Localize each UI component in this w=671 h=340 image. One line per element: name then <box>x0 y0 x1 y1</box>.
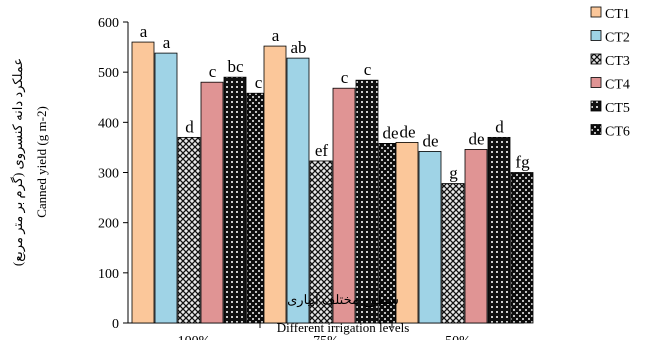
data-label: d <box>185 117 194 136</box>
data-label: d <box>495 117 504 136</box>
data-label: c <box>341 68 349 87</box>
legend-label-ct3: CT3 <box>605 54 630 69</box>
data-label: g <box>449 164 458 183</box>
legend-swatch-ct6 <box>590 124 602 135</box>
legend-swatch-ct4 <box>590 77 602 88</box>
bar-ct3-3 <box>441 183 465 324</box>
bar-ct2-2 <box>286 57 310 324</box>
data-label: fg <box>515 153 530 172</box>
bar-ct5-1 <box>223 76 247 324</box>
y-tick-label: 100 <box>98 267 119 282</box>
legend-label-ct6: CT6 <box>605 125 630 140</box>
legend-swatch-ct1 <box>590 6 602 18</box>
y-tick-label: 200 <box>98 217 119 232</box>
y-tick-label: 300 <box>98 167 119 182</box>
legend-swatch-ct5 <box>590 100 602 112</box>
data-label: a <box>140 22 148 41</box>
y-tick-label: 500 <box>98 66 119 81</box>
legend-label-ct5: CT5 <box>605 101 630 116</box>
data-label: c <box>209 62 217 81</box>
x-axis-title-persian: سطوح مختلف آبیاری <box>287 291 399 308</box>
y-tick-label: 600 <box>98 16 119 31</box>
y-axis-title: Canned yield (g m-2) <box>34 106 49 218</box>
bar-ct1-1 <box>131 41 155 324</box>
bar-ct2-3 <box>418 151 442 324</box>
data-label: de <box>422 131 438 150</box>
data-label: c <box>364 60 372 79</box>
x-tick-label: 75% <box>313 334 339 340</box>
bar-ct2-1 <box>154 52 178 324</box>
bar-ct6-3 <box>510 172 534 324</box>
x-tick-label: 100% <box>178 334 211 340</box>
y-tick-label: 400 <box>98 116 119 131</box>
legend-swatch-ct2 <box>590 30 602 41</box>
data-label: a <box>163 33 171 52</box>
bar-ct3-2 <box>309 160 333 324</box>
data-label: a <box>272 26 280 45</box>
bar-ct4-1 <box>200 81 224 324</box>
bar-ct4-2 <box>332 87 356 324</box>
bar-ct5-2 <box>355 79 379 324</box>
data-label: c <box>255 73 263 92</box>
bar-ct5-3 <box>487 136 511 324</box>
legend-label-ct4: CT4 <box>605 78 630 93</box>
data-label: de <box>382 123 398 142</box>
y-tick-label: 0 <box>112 317 119 332</box>
bar-ct3-1 <box>177 136 201 324</box>
legend-swatch-ct3 <box>590 53 602 65</box>
data-label: de <box>399 122 415 141</box>
y-axis-title-persian: عملکرد دانه کنسروی (گرم بر متر مربع) <box>10 58 26 266</box>
data-label: bc <box>227 57 244 76</box>
bar-ct1-2 <box>263 45 287 324</box>
data-label: ab <box>290 38 306 57</box>
legend-label-ct2: CT2 <box>605 31 630 46</box>
data-label: de <box>468 129 484 148</box>
bar-ct1-3 <box>395 141 419 324</box>
x-axis-title: Different irrigation levels <box>277 320 410 335</box>
x-tick-label: 50% <box>445 334 471 340</box>
legend-label-ct1: CT1 <box>605 7 630 22</box>
data-label: ef <box>315 141 329 160</box>
bar-ct4-3 <box>464 149 488 324</box>
